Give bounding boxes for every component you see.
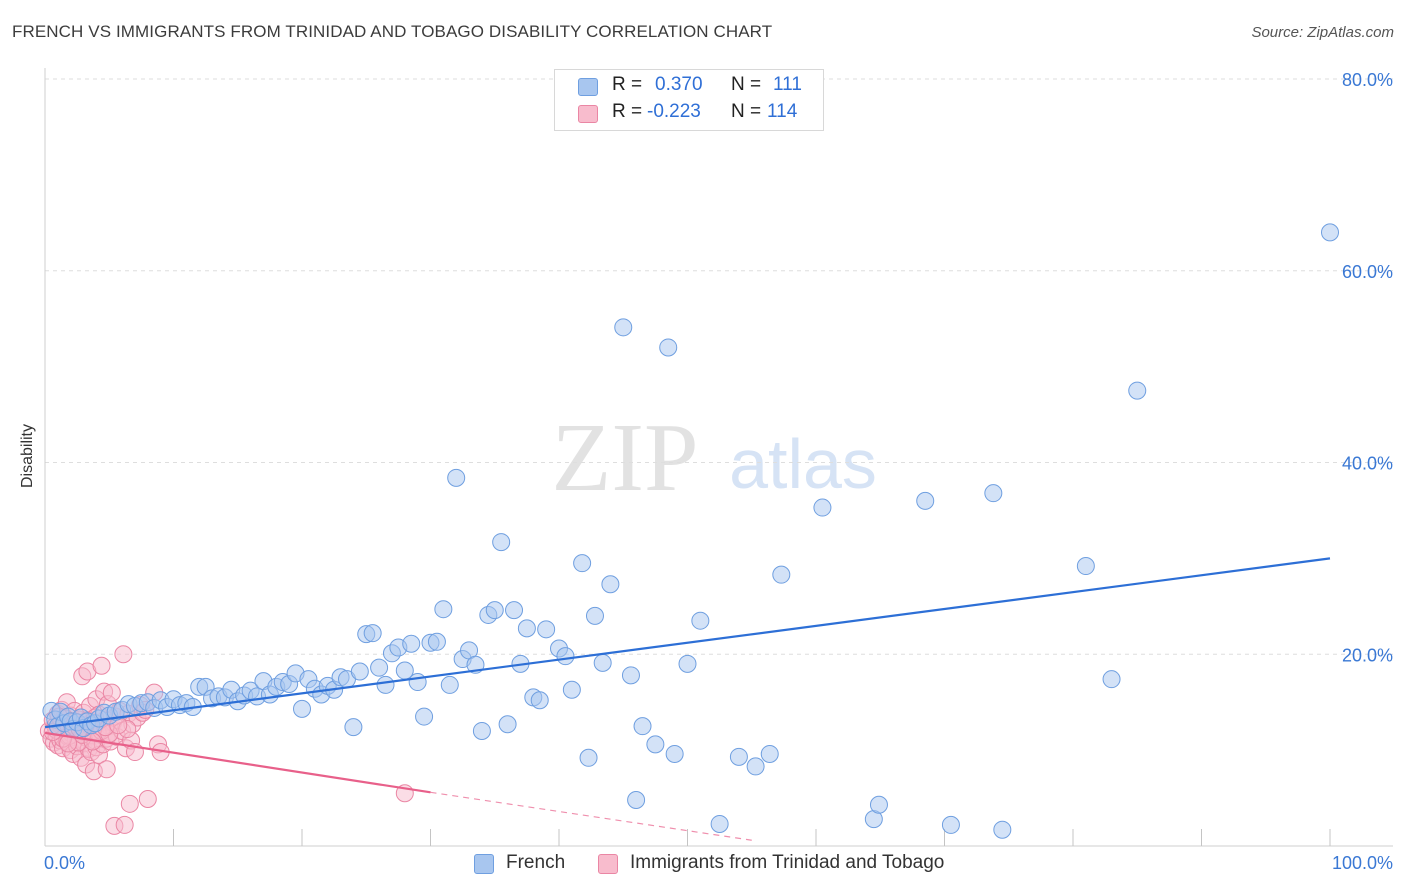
trinidad-point [115, 815, 134, 834]
series-label-trinidad: Immigrants from Trinidad and Tobago [630, 852, 945, 873]
french-point [1128, 381, 1147, 400]
series-swatch-trinidad [598, 854, 618, 874]
watermark-atlas: atlas [729, 425, 877, 503]
french-point [505, 601, 524, 620]
french-point [691, 611, 710, 630]
french-point [1076, 557, 1095, 576]
french-point [293, 699, 311, 718]
french-point [916, 491, 935, 510]
french-point [530, 691, 549, 710]
french-point [402, 634, 421, 653]
trinidad-point [138, 790, 157, 809]
legend-n-value-french: 111 [773, 74, 802, 95]
french-point [440, 675, 459, 694]
y-tick-label: 40.0% [1342, 454, 1393, 474]
french-point [472, 721, 491, 740]
series-swatch-french [474, 854, 494, 874]
legend-r-label: R = [612, 101, 643, 122]
french-trend-line [44, 557, 1331, 729]
french-point [729, 747, 748, 766]
x-tick-label-max: 100.0% [1332, 853, 1393, 873]
trend-lines [44, 557, 1331, 841]
french-point [633, 717, 652, 736]
correlation-legend: R = 0.370 N = 111 R = -0.223 N = 114 [554, 69, 824, 131]
legend-r-value-french: 0.370 [655, 74, 703, 95]
french-point [363, 624, 382, 643]
french-point [941, 815, 960, 834]
french-point [627, 790, 646, 809]
french-point [562, 680, 581, 699]
french-point [772, 565, 791, 584]
legend-n-value-trinidad: 114 [767, 101, 798, 122]
french-points [42, 223, 1339, 839]
french-point [869, 795, 888, 814]
y-tick-label: 20.0% [1342, 645, 1393, 665]
french-point [485, 601, 504, 620]
french-point [344, 718, 363, 737]
watermark-zip: ZIP [552, 404, 699, 512]
french-point [984, 484, 1003, 503]
french-point [646, 735, 665, 754]
trinidad-point [97, 760, 116, 779]
trinidad-point [114, 645, 133, 664]
trinidad-point [120, 794, 139, 813]
french-point [678, 654, 697, 673]
french-point [556, 647, 575, 666]
series-legend: French Immigrants from Trinidad and Toba… [0, 852, 1406, 878]
french-point [593, 653, 612, 672]
trinidad-point [92, 656, 111, 675]
french-point [659, 338, 678, 357]
french-point [760, 744, 779, 763]
chart-source: Source: ZipAtlas.com [1251, 24, 1394, 41]
trinidad-trend-extension [430, 791, 752, 841]
french-point [601, 575, 620, 594]
legend-n-label: N = [731, 74, 762, 95]
french-point [585, 606, 604, 625]
french-point [498, 715, 517, 734]
trinidad-trend-line [44, 731, 431, 794]
french-point [434, 600, 453, 619]
french-point [415, 707, 434, 726]
legend-row-trinidad: R = -0.223 N = 114 [555, 101, 823, 127]
trinidad-point [102, 683, 121, 702]
chart-title: FRENCH VS IMMIGRANTS FROM TRINIDAD AND T… [12, 22, 773, 41]
legend-r-label: R = [612, 74, 643, 95]
axes [44, 68, 1393, 847]
french-point [579, 748, 598, 767]
legend-n-label: N = [731, 101, 762, 122]
french-point [447, 468, 466, 487]
french-point [573, 554, 592, 573]
legend-swatch-trinidad [578, 105, 598, 123]
french-point [614, 318, 633, 337]
french-point [813, 498, 832, 517]
french-point [1321, 223, 1339, 242]
french-point [993, 820, 1012, 839]
y-tick-label: 60.0% [1342, 262, 1393, 282]
french-point [710, 814, 729, 833]
french-point [517, 619, 536, 638]
french-point [376, 675, 395, 694]
legend-swatch-french [578, 78, 598, 96]
y-tick-label: 80.0% [1342, 70, 1393, 90]
french-point [370, 658, 389, 677]
trinidad-points [39, 645, 414, 835]
french-point [537, 620, 556, 639]
series-label-french: French [506, 852, 566, 873]
legend-row-french: R = 0.370 N = 111 [555, 74, 823, 100]
french-point [408, 673, 427, 692]
french-point [350, 662, 369, 681]
tick-labels: 20.0% 40.0% 60.0% 80.0% 0.0% 100.0% [44, 70, 1393, 873]
french-point [621, 666, 640, 685]
x-tick-label-min: 0.0% [44, 853, 85, 873]
french-point [492, 533, 511, 552]
french-point [665, 744, 684, 763]
legend-r-value-trinidad: -0.223 [647, 101, 701, 122]
french-point [1102, 670, 1121, 689]
french-point [427, 632, 446, 651]
french-point [746, 757, 765, 776]
grid-lines [45, 78, 1393, 655]
